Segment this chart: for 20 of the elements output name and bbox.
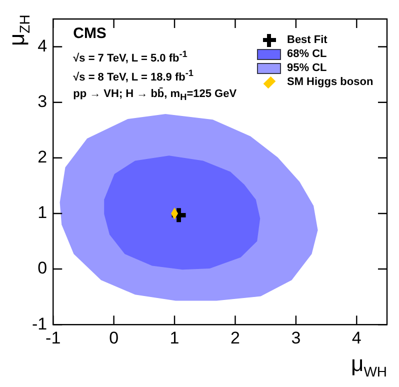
annotation: pp → VH; H → bb̄, m$_{H}$=125 GeV: [73, 88, 237, 102]
legend-label: 95% CL: [287, 62, 327, 74]
x-tick-label: 0: [109, 328, 119, 348]
y-tick-label: -1: [32, 314, 48, 334]
x-axis-title: μ$_{WH}$: [351, 350, 388, 379]
y-tick-label: 1: [38, 203, 48, 222]
annotation: CMS: [73, 25, 106, 42]
annotation: √s = 7 TeV, L = 5.0 fb$^{-1}$: [73, 48, 188, 64]
x-tick-label: 4: [352, 328, 362, 348]
y-tick-label: 3: [38, 92, 48, 112]
legend-label: 68% CL: [287, 48, 327, 60]
legend-label: Best Fit: [287, 34, 328, 46]
x-tick-label: 1: [170, 328, 180, 348]
y-tick-label: 0: [38, 258, 48, 278]
x-tick-label: 2: [230, 328, 240, 348]
y-tick-label: 4: [38, 36, 48, 56]
x-tick-label: 3: [291, 328, 301, 348]
annotation: √s = 8 TeV, L = 18.9 fb$^{-1}$: [73, 68, 194, 84]
legend-label: SM Higgs boson: [287, 76, 374, 88]
y-tick-label: 2: [38, 148, 48, 167]
